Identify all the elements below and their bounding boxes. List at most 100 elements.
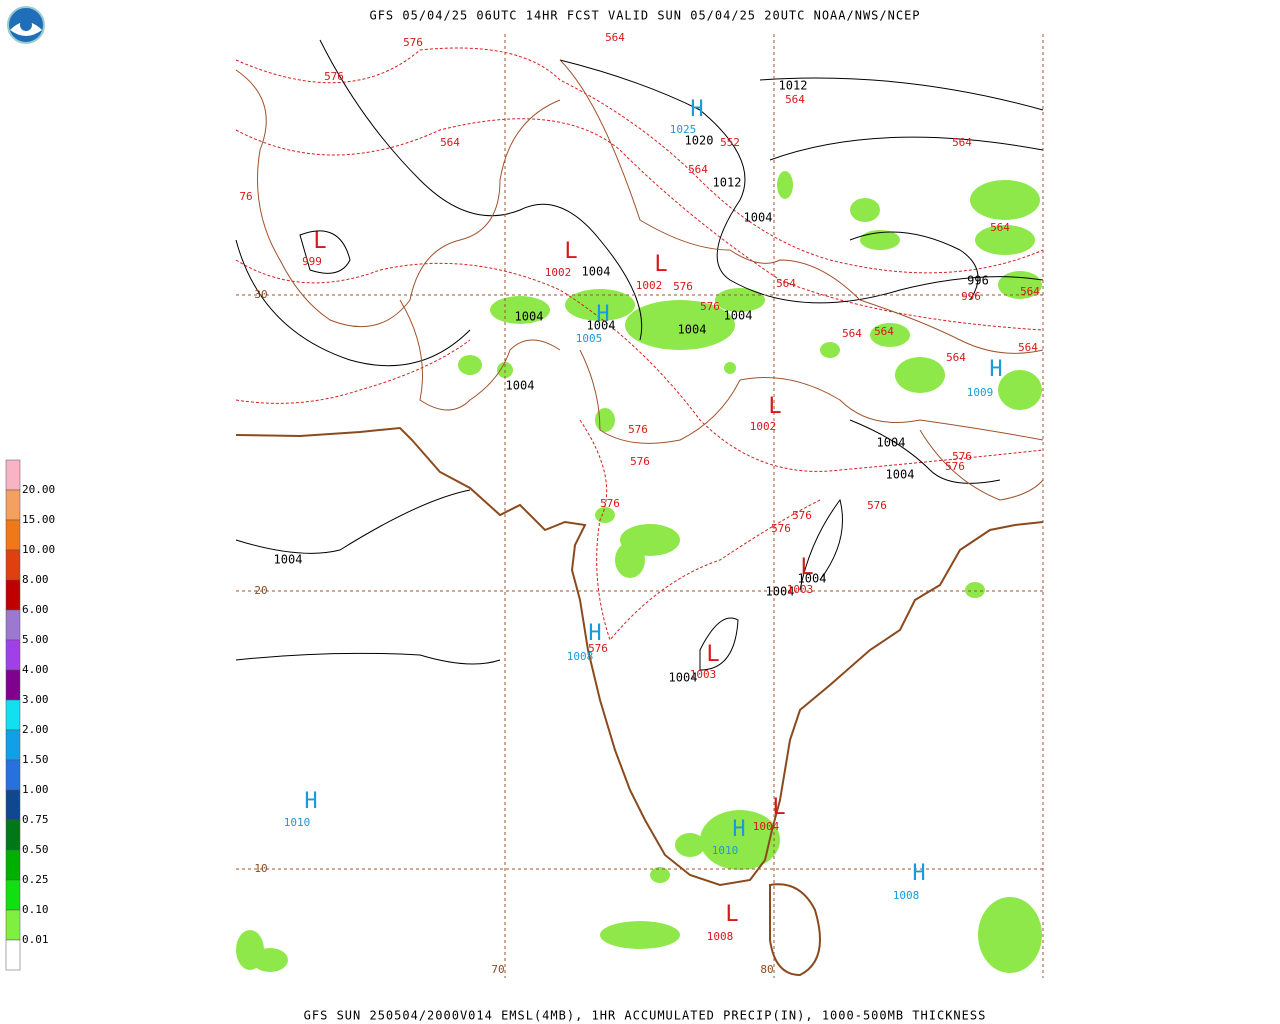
- lon-label: 80: [760, 963, 773, 976]
- thickness-label: 1003: [787, 583, 814, 596]
- isobar-label: 1004: [669, 671, 698, 685]
- precip-areas: [236, 171, 1042, 973]
- legend-swatch: [5, 939, 21, 971]
- thickness-label: 564: [776, 277, 796, 290]
- legend-swatch: [5, 669, 21, 701]
- thickness-label: 576: [600, 497, 620, 510]
- high-value-label: 1025: [670, 123, 697, 136]
- graticule: [236, 34, 1044, 978]
- low-center: L: [706, 642, 719, 667]
- isobar-label: 1004: [766, 585, 795, 599]
- isobar-label: 1004: [877, 436, 906, 450]
- legend-label: 6.00: [22, 603, 49, 616]
- thickness-label: 576: [945, 460, 965, 473]
- legend-swatch: [5, 699, 21, 731]
- legend-swatch: [5, 909, 21, 941]
- header-title: GFS 05/04/25 06UTC 14HR FCST VALID SUN 0…: [369, 9, 920, 23]
- legend-swatch: [5, 609, 21, 641]
- thickness-label: 564: [842, 327, 862, 340]
- legend-label: 1.00: [22, 783, 49, 796]
- lon-label: 70: [491, 963, 504, 976]
- thickness-label: 76: [239, 190, 252, 203]
- legend-swatch: [5, 579, 21, 611]
- high-center: H: [304, 789, 317, 814]
- legend-label: 5.00: [22, 633, 49, 646]
- legend-label: 1.50: [22, 753, 49, 766]
- thickness-label: 576: [700, 300, 720, 313]
- footer-text: GFS SUN 250504/2000V014 EMSL(4MB), 1HR A…: [304, 1009, 987, 1023]
- legend-swatch: [5, 519, 21, 551]
- high-value-label: 1008: [567, 650, 594, 663]
- legend-label: 0.01: [22, 933, 49, 946]
- isobar-label: 1004: [515, 310, 544, 324]
- thickness-label: 576: [628, 423, 648, 436]
- thickness-label: 576: [952, 450, 972, 463]
- low-center: L: [725, 902, 738, 927]
- coastline: [235, 426, 1044, 977]
- legend-label: 0.10: [22, 903, 49, 916]
- high-center: H: [588, 621, 601, 646]
- thickness-contours: [235, 47, 1044, 642]
- noaa-logo: [7, 6, 45, 44]
- high-value-label: 1010: [284, 816, 311, 829]
- thickness-label: 576: [403, 36, 423, 49]
- isobars: [235, 39, 1044, 671]
- legend-swatch: [5, 789, 21, 821]
- thickness-label: 564: [952, 136, 972, 149]
- thickness-label: 576: [324, 70, 344, 83]
- thickness-label: 564: [874, 325, 894, 338]
- legend-swatch: [5, 849, 21, 881]
- legend-label: 20.00: [22, 483, 55, 496]
- thickness-label: 996: [961, 290, 981, 303]
- legend-swatch: [5, 819, 21, 851]
- legend-label: 15.00: [22, 513, 55, 526]
- high-value-label: 1008: [893, 889, 920, 902]
- legend-swatch: [5, 759, 21, 791]
- isobar-label: 1012: [713, 176, 742, 190]
- low-center: L: [654, 252, 667, 277]
- thickness-label: 999: [302, 255, 322, 268]
- low-center: L: [768, 394, 781, 419]
- thickness-label: 564: [946, 351, 966, 364]
- thickness-label: 1002: [545, 266, 572, 279]
- isobar-label: 996: [967, 274, 989, 288]
- lat-label: 20: [254, 584, 267, 597]
- thickness-label: 576: [630, 455, 650, 468]
- lat-label: 10: [254, 862, 267, 875]
- thickness-label: 576: [792, 509, 812, 522]
- borders: [235, 59, 1044, 501]
- thickness-label: 552: [720, 136, 740, 149]
- thickness-label: 1002: [750, 420, 777, 433]
- high-center: H: [596, 302, 609, 327]
- high-value-label: 1010: [712, 844, 739, 857]
- legend-swatch: [5, 879, 21, 911]
- thickness-label: 564: [688, 163, 708, 176]
- low-center: L: [800, 555, 813, 580]
- lat-label: 30: [254, 288, 267, 301]
- thickness-label: 1003: [690, 668, 717, 681]
- thickness-label: 564: [605, 31, 625, 44]
- isobar-label: 1004: [678, 323, 707, 337]
- map-area: 30 20 10 70 80 576 564 576 564 76 L 999 1012 564…: [235, 31, 1044, 978]
- high-value-label: 1005: [576, 332, 603, 345]
- isobar-label: 1004: [274, 553, 303, 567]
- thickness-label: 1004: [753, 820, 780, 833]
- thickness-label: 564: [440, 136, 460, 149]
- thickness-label: 1002: [636, 279, 663, 292]
- thickness-label: 576: [771, 522, 791, 535]
- legend-swatch: [5, 729, 21, 761]
- isobar-label: 1020: [685, 134, 714, 148]
- low-center: L: [772, 795, 785, 820]
- high-center: H: [989, 357, 1002, 382]
- isobar-label: 1004: [724, 309, 753, 323]
- high-center: H: [690, 97, 703, 122]
- legend-label: 0.50: [22, 843, 49, 856]
- thickness-label: 564: [785, 93, 805, 106]
- isobar-label: 1004: [582, 265, 611, 279]
- low-center: L: [564, 239, 577, 264]
- legend-swatch: [5, 489, 21, 521]
- legend-swatch: [5, 549, 21, 581]
- legend-swatch: [5, 459, 21, 491]
- thickness-label: 564: [990, 221, 1010, 234]
- high-center: H: [912, 861, 925, 886]
